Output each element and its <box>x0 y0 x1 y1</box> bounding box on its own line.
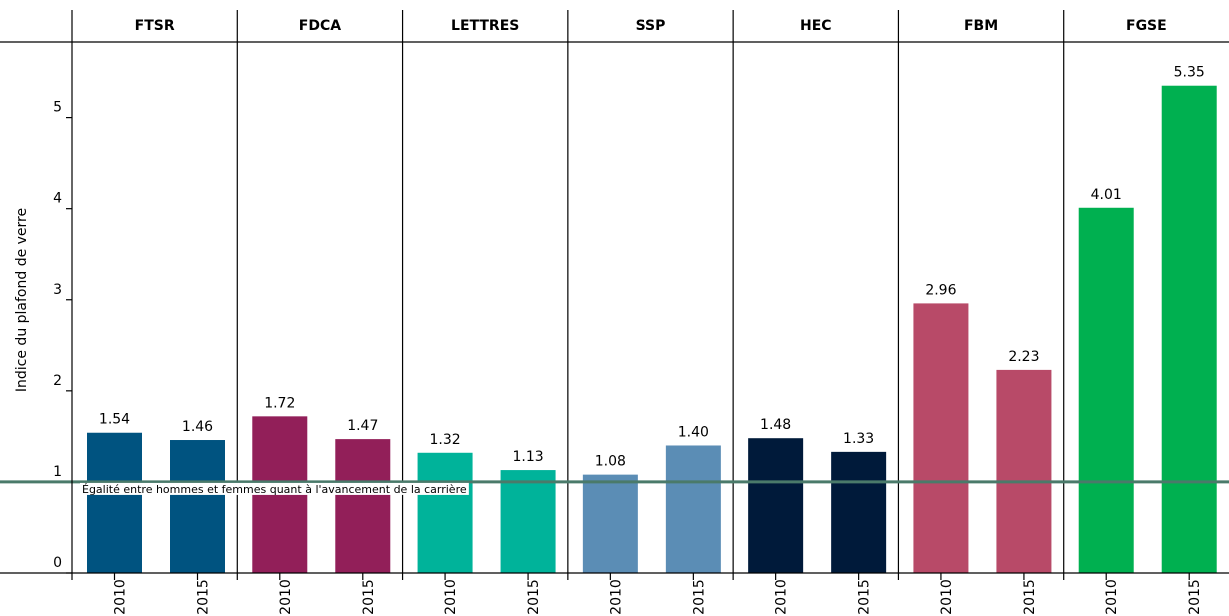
y-tick-label: 1 <box>53 464 62 480</box>
facet-label: HEC <box>800 18 832 34</box>
reference-label: Égalité entre hommes et femmes quant à l… <box>82 483 467 496</box>
value-label: 2.23 <box>1008 349 1039 365</box>
bar <box>170 440 225 573</box>
x-tick-label: 2015 <box>526 579 542 615</box>
y-tick-label: 3 <box>53 282 62 298</box>
facet-label: FGSE <box>1126 18 1167 34</box>
value-label: 1.08 <box>595 454 626 470</box>
y-axis-label: Indice du plafond de verre <box>14 208 30 392</box>
bar <box>500 470 556 573</box>
facet-label: FBM <box>964 18 998 34</box>
x-tick-label: 2010 <box>113 579 129 615</box>
facet-label: FTSR <box>135 18 175 34</box>
bar <box>417 452 473 573</box>
x-tick-label: 2010 <box>443 579 459 615</box>
bar <box>748 438 804 573</box>
x-tick-label: 2015 <box>1022 579 1038 615</box>
x-tick-label: 2010 <box>278 579 294 615</box>
bar <box>913 303 969 573</box>
bar <box>87 432 142 573</box>
value-label: 5.35 <box>1174 65 1205 81</box>
x-tick-label: 2015 <box>691 579 707 615</box>
value-label: 1.72 <box>264 395 295 411</box>
bar <box>1161 85 1217 574</box>
x-tick-label: 2015 <box>196 579 212 615</box>
bar <box>1078 207 1134 573</box>
y-tick-label: 4 <box>53 191 62 207</box>
value-label: 1.48 <box>760 417 791 433</box>
y-tick-label: 0 <box>53 555 62 571</box>
y-tick-label: 2 <box>53 373 62 389</box>
value-label: 1.46 <box>182 419 213 435</box>
x-tick-label: 2010 <box>774 579 790 615</box>
x-tick-label: 2015 <box>857 579 873 615</box>
x-tick-label: 2010 <box>608 579 624 615</box>
x-tick-label: 2015 <box>361 579 377 615</box>
bar <box>996 369 1052 573</box>
value-label: 1.40 <box>678 424 709 440</box>
value-label: 2.96 <box>925 282 956 298</box>
x-tick-label: 2010 <box>939 579 955 615</box>
facet-label: LETTRES <box>451 18 519 34</box>
x-tick-label: 2010 <box>1104 579 1120 615</box>
bar <box>582 474 638 573</box>
facet-label: SSP <box>636 18 666 34</box>
value-label: 1.32 <box>429 432 460 448</box>
x-tick-label: 2015 <box>1187 579 1203 615</box>
value-label: 1.13 <box>512 449 543 465</box>
bar <box>665 445 721 573</box>
value-label: 1.54 <box>99 412 130 428</box>
y-tick-label: 5 <box>53 100 62 116</box>
bar <box>831 451 887 573</box>
bar <box>335 439 391 573</box>
value-label: 1.47 <box>347 418 378 434</box>
facet-label: FDCA <box>299 18 341 34</box>
value-label: 1.33 <box>843 431 874 447</box>
reference-label-bg <box>80 482 469 495</box>
value-label: 4.01 <box>1091 187 1122 203</box>
